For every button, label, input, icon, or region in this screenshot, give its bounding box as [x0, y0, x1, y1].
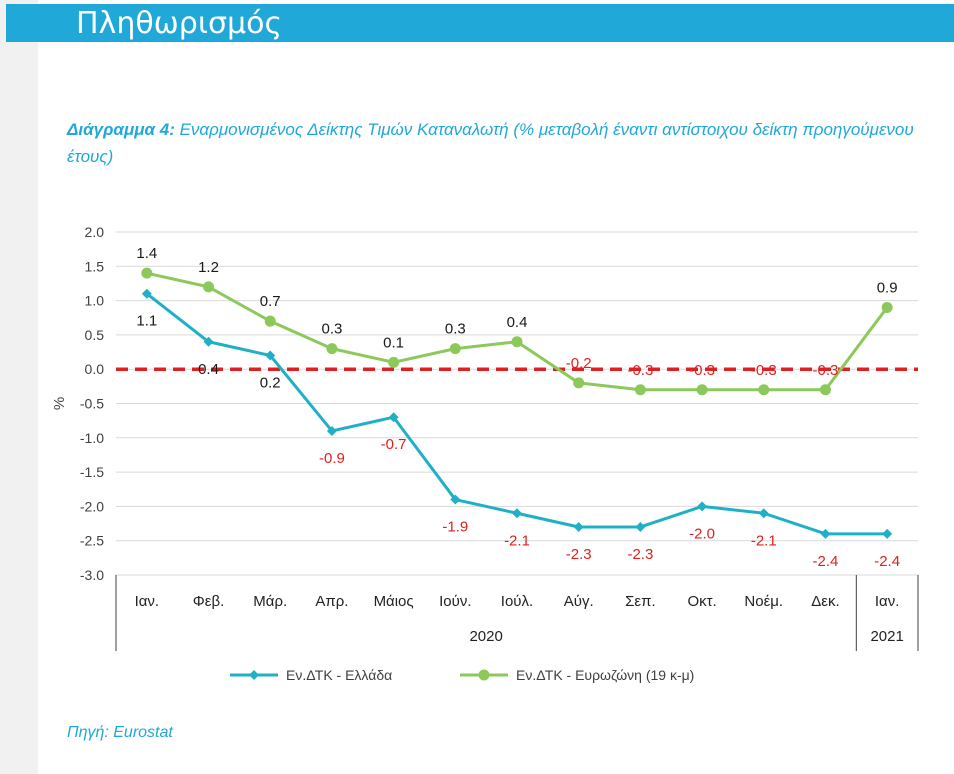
data-label-eurozone: 1.2 [198, 259, 219, 276]
legend-label-greece: Εν.ΔΤΚ - Ελλάδα [286, 667, 392, 683]
data-point-greece [697, 501, 708, 512]
legend-marker-eurozone [478, 669, 490, 681]
y-tick-label: -3.0 [80, 567, 104, 583]
data-point-greece [635, 521, 646, 532]
y-tick-label: 1.5 [85, 258, 105, 274]
x-tick-label: Ιούλ. [501, 593, 533, 610]
data-point-eurozone [326, 343, 338, 355]
data-label-eurozone: 0.9 [877, 279, 898, 296]
data-label-greece: -2.4 [813, 553, 839, 570]
data-label-eurozone: -0.2 [566, 355, 592, 372]
data-point-greece [882, 528, 893, 539]
y-axis-label: % [51, 397, 68, 410]
source-note: Πηγή: Eurostat [67, 724, 173, 741]
y-tick-label: -1.5 [80, 464, 104, 480]
x-tick-label: Απρ. [315, 593, 348, 610]
y-tick-label: 0.0 [85, 361, 105, 377]
data-label-greece: -2.0 [689, 525, 715, 542]
data-point-eurozone [634, 384, 646, 396]
left-margin-strip [0, 0, 38, 774]
data-label-greece: -0.9 [319, 450, 345, 467]
caption-prefix: Διάγραμμα 4: [67, 120, 175, 139]
data-point-greece [573, 521, 584, 532]
data-label-greece: -2.1 [751, 532, 777, 549]
header-bar: Πληθωρισμός [6, 4, 954, 42]
data-label-greece: -2.4 [874, 553, 900, 570]
data-label-eurozone: -0.3 [627, 362, 653, 379]
x-tick-label: Φεβ. [193, 593, 224, 610]
x-tick-label: Μάρ. [253, 593, 287, 610]
data-point-eurozone [573, 377, 585, 389]
data-point-greece [512, 508, 522, 519]
data-point-greece [450, 494, 461, 505]
data-label-greece: -0.7 [381, 436, 407, 453]
data-point-eurozone [203, 281, 215, 293]
data-label-eurozone: 0.7 [260, 293, 281, 310]
data-label-eurozone: -0.3 [813, 362, 839, 379]
y-tick-label: 1.0 [85, 293, 105, 309]
data-point-greece [326, 425, 337, 436]
y-tick-label: -2.5 [80, 533, 104, 549]
y-tick-label: -0.5 [80, 396, 104, 412]
x-tick-label: Αύγ. [564, 593, 594, 610]
data-point-eurozone [511, 336, 523, 348]
data-label-greece: 1.1 [136, 313, 157, 330]
data-point-eurozone [881, 301, 893, 313]
data-label-greece: -2.3 [627, 546, 653, 563]
caption-text: Εναρμονισμένος Δείκτης Τιμών Καταναλωτή … [67, 120, 914, 166]
legend-label-eurozone: Εν.ΔΤΚ - Ευρωζώνη (19 κ-μ) [516, 667, 694, 683]
data-point-greece [203, 336, 214, 347]
page-title: Πληθωρισμός [76, 6, 283, 41]
data-point-eurozone [696, 384, 708, 396]
x-tick-label: Σεπ. [625, 593, 655, 610]
data-point-greece [758, 508, 769, 519]
x-tick-label: Ιαν. [875, 593, 900, 610]
data-label-eurozone: -0.3 [751, 362, 777, 379]
data-point-eurozone [819, 384, 831, 396]
data-point-greece [265, 350, 276, 361]
x-tick-label: Μάιος [374, 593, 414, 610]
data-label-eurozone: 0.4 [507, 314, 528, 331]
data-label-eurozone: 0.1 [383, 334, 404, 351]
data-point-greece [388, 412, 399, 423]
x-tick-label: Νοέμ. [744, 593, 783, 610]
data-label-greece: 0.4 [198, 361, 219, 378]
x-tick-label: Δεκ. [811, 593, 839, 610]
data-label-greece: -2.3 [566, 546, 592, 563]
data-label-eurozone: 0.3 [321, 321, 342, 338]
data-point-eurozone [449, 343, 461, 355]
data-label-greece: -1.9 [442, 519, 468, 536]
y-tick-label: -1.0 [80, 430, 104, 446]
x-tick-label: Ιούν. [439, 593, 471, 610]
x-tick-label: Οκτ. [687, 593, 716, 610]
data-point-greece [820, 528, 831, 539]
year-label: 2021 [870, 628, 903, 645]
inflation-chart: 2.0 1.5 1.0 0.5 0.0 -0.5 -1.0 -1.5 -2.0 -2.5 -3.0%… [51, 224, 919, 683]
data-label-eurozone: 1.4 [136, 245, 157, 262]
data-label-eurozone: 0.3 [445, 321, 466, 338]
y-tick-label: 2.0 [85, 224, 105, 240]
legend-marker-greece [249, 670, 259, 680]
data-label-greece: -2.1 [504, 532, 530, 549]
x-tick-label: Ιαν. [135, 593, 160, 610]
data-label-eurozone: -0.3 [689, 362, 715, 379]
data-label-greece: 0.2 [260, 374, 281, 391]
data-point-eurozone [758, 384, 770, 396]
data-point-eurozone [264, 315, 276, 327]
year-label: 2020 [469, 628, 502, 645]
y-tick-label: -2.0 [80, 498, 104, 514]
data-point-greece [141, 288, 152, 299]
data-point-eurozone [141, 267, 153, 279]
y-tick-label: 0.5 [85, 327, 105, 343]
data-point-eurozone [388, 356, 400, 368]
chart-caption: Διάγραμμα 4: Εναρμονισμένος Δείκτης Τιμώ… [67, 116, 927, 170]
